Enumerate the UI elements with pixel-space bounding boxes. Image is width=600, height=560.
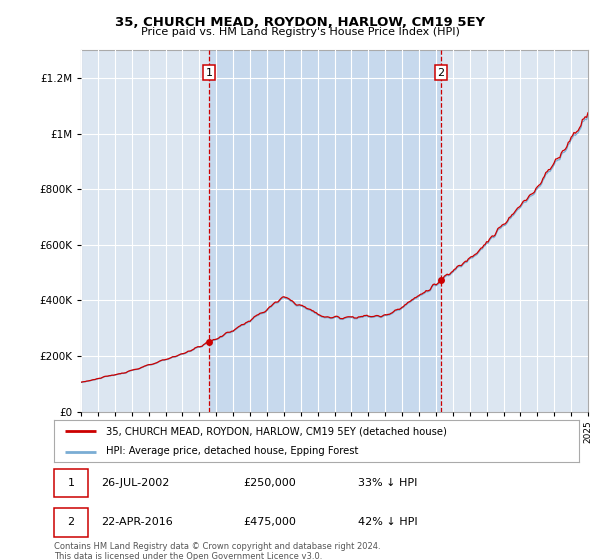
Text: 2: 2 <box>437 68 445 78</box>
FancyBboxPatch shape <box>54 508 88 536</box>
Bar <box>209 50 441 412</box>
FancyBboxPatch shape <box>54 469 88 497</box>
Text: 33% ↓ HPI: 33% ↓ HPI <box>359 478 418 488</box>
Text: 26-JUL-2002: 26-JUL-2002 <box>101 478 170 488</box>
Text: 2: 2 <box>67 517 74 527</box>
Text: 1: 1 <box>205 68 212 78</box>
Text: Price paid vs. HM Land Registry's House Price Index (HPI): Price paid vs. HM Land Registry's House … <box>140 27 460 37</box>
Text: Contains HM Land Registry data © Crown copyright and database right 2024.
This d: Contains HM Land Registry data © Crown c… <box>54 542 380 560</box>
Text: £250,000: £250,000 <box>243 478 296 488</box>
Text: 35, CHURCH MEAD, ROYDON, HARLOW, CM19 5EY (detached house): 35, CHURCH MEAD, ROYDON, HARLOW, CM19 5E… <box>107 426 448 436</box>
Text: 35, CHURCH MEAD, ROYDON, HARLOW, CM19 5EY: 35, CHURCH MEAD, ROYDON, HARLOW, CM19 5E… <box>115 16 485 29</box>
Text: HPI: Average price, detached house, Epping Forest: HPI: Average price, detached house, Eppi… <box>107 446 359 456</box>
Text: 42% ↓ HPI: 42% ↓ HPI <box>359 517 418 527</box>
Text: 22-APR-2016: 22-APR-2016 <box>101 517 173 527</box>
Text: £475,000: £475,000 <box>243 517 296 527</box>
Text: 1: 1 <box>68 478 74 488</box>
